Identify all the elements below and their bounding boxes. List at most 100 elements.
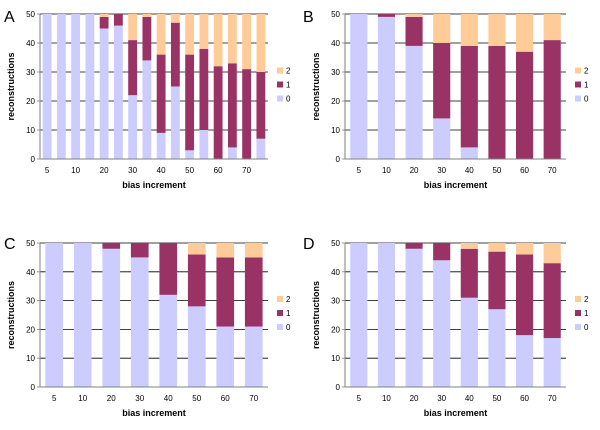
bar-segment-0 xyxy=(71,14,81,159)
y-tick-label: 20 xyxy=(331,325,340,334)
bar-segment-0 xyxy=(99,28,109,159)
legend-swatch-0 xyxy=(575,324,581,330)
bar-segment-0 xyxy=(377,16,396,160)
y-tick-label: 0 xyxy=(31,155,36,164)
legend-label-0: 0 xyxy=(286,95,291,104)
bar-segment-2 xyxy=(185,14,195,55)
bar-segment-1 xyxy=(488,45,506,159)
y-tick-label: 30 xyxy=(331,68,340,77)
legend-swatch-1 xyxy=(277,81,283,88)
bar-segment-2 xyxy=(460,14,478,46)
legend-label-0: 0 xyxy=(584,323,589,332)
bar-segment-0 xyxy=(460,147,478,159)
bar-segment-0 xyxy=(170,86,180,159)
y-tick-label: 10 xyxy=(331,354,340,363)
x-tick-label: 20 xyxy=(107,394,116,403)
bar-segment-0 xyxy=(159,294,178,387)
panel-label: D xyxy=(303,236,315,253)
bar-segment-1 xyxy=(256,72,266,139)
bar-segment-1 xyxy=(460,248,478,298)
bar-segment-1 xyxy=(130,243,149,258)
bar-segment-2 xyxy=(543,243,561,264)
x-tick-label: 60 xyxy=(520,166,529,175)
bar-segment-1 xyxy=(102,243,121,249)
bar-segment-1 xyxy=(216,257,235,327)
y-tick-label: 50 xyxy=(26,239,35,248)
bar-segment-2 xyxy=(488,14,506,46)
bar-segment-2 xyxy=(156,14,166,55)
bar-segment-0 xyxy=(187,306,206,387)
x-tick-label: 70 xyxy=(249,394,258,403)
x-tick-label: 60 xyxy=(221,394,230,403)
y-tick-label: 20 xyxy=(331,97,340,106)
x-tick-label: 5 xyxy=(45,166,50,175)
bar-segment-1 xyxy=(377,14,396,17)
x-tick-label: 5 xyxy=(52,394,57,403)
y-tick-label: 40 xyxy=(331,268,340,277)
bar-segment-0 xyxy=(515,335,534,387)
bar-segment-0 xyxy=(433,118,451,159)
bar-segment-0 xyxy=(405,45,423,159)
x-tick-label: 10 xyxy=(382,394,391,403)
legend-swatch-2 xyxy=(277,296,283,302)
bar-segment-1 xyxy=(142,16,152,61)
y-tick-label: 10 xyxy=(26,354,35,363)
x-tick-label: 10 xyxy=(382,166,391,175)
bar-segment-0 xyxy=(405,248,423,387)
bar-segment-1 xyxy=(187,254,206,307)
legend-label-2: 2 xyxy=(584,67,589,76)
bar-segment-0 xyxy=(130,257,149,387)
bar-segment-0 xyxy=(113,25,123,159)
bar-segment-2 xyxy=(199,14,209,49)
legend-label-2: 2 xyxy=(286,67,291,76)
bar-segment-0 xyxy=(56,14,66,159)
x-tick-label: 30 xyxy=(437,394,446,403)
x-tick-label: 50 xyxy=(192,394,201,403)
bar-segment-0 xyxy=(433,260,451,387)
bar-segment-0 xyxy=(244,326,263,387)
legend-label-0: 0 xyxy=(584,95,589,104)
bar-segment-1 xyxy=(244,257,263,327)
y-tick-label: 10 xyxy=(331,126,340,135)
x-tick-label: 60 xyxy=(520,394,529,403)
y-tick-label: 40 xyxy=(26,268,35,277)
y-tick-label: 30 xyxy=(331,297,340,306)
bar-segment-0 xyxy=(377,243,396,387)
legend-label-0: 0 xyxy=(286,323,291,332)
panel-label: C xyxy=(4,236,16,253)
bar-segment-0 xyxy=(460,297,478,387)
y-tick-label: 0 xyxy=(336,383,341,392)
y-axis-title: reconstructions xyxy=(6,281,16,349)
bar-segment-0 xyxy=(543,338,561,387)
y-tick-label: 30 xyxy=(26,297,35,306)
bar-segment-2 xyxy=(213,14,223,67)
x-tick-label: 5 xyxy=(357,394,362,403)
x-tick-label: 70 xyxy=(548,394,557,403)
legend-swatch-2 xyxy=(575,296,581,302)
y-tick-label: 40 xyxy=(331,39,340,48)
bar-segment-0 xyxy=(85,14,95,159)
bar-segment-1 xyxy=(227,63,237,148)
legend-label-2: 2 xyxy=(286,295,291,304)
bar-segment-1 xyxy=(515,51,534,160)
bar-segment-1 xyxy=(213,66,223,159)
legend-label-1: 1 xyxy=(584,309,589,318)
legend-swatch-0 xyxy=(277,95,283,102)
x-tick-label: 60 xyxy=(214,166,223,175)
bar-segment-0 xyxy=(156,132,166,159)
x-tick-label: 40 xyxy=(164,394,173,403)
bar-segment-1 xyxy=(199,48,209,130)
panel-label: B xyxy=(303,9,314,26)
x-tick-label: 20 xyxy=(100,166,109,175)
bar-segment-2 xyxy=(405,14,423,17)
bar-segment-0 xyxy=(199,130,209,159)
bar-segment-1 xyxy=(99,16,109,29)
x-tick-label: 70 xyxy=(548,166,557,175)
x-tick-label: 30 xyxy=(437,166,446,175)
x-axis-title: bias increment xyxy=(122,408,186,418)
bar-segment-1 xyxy=(156,54,166,133)
x-tick-label: 40 xyxy=(157,166,166,175)
